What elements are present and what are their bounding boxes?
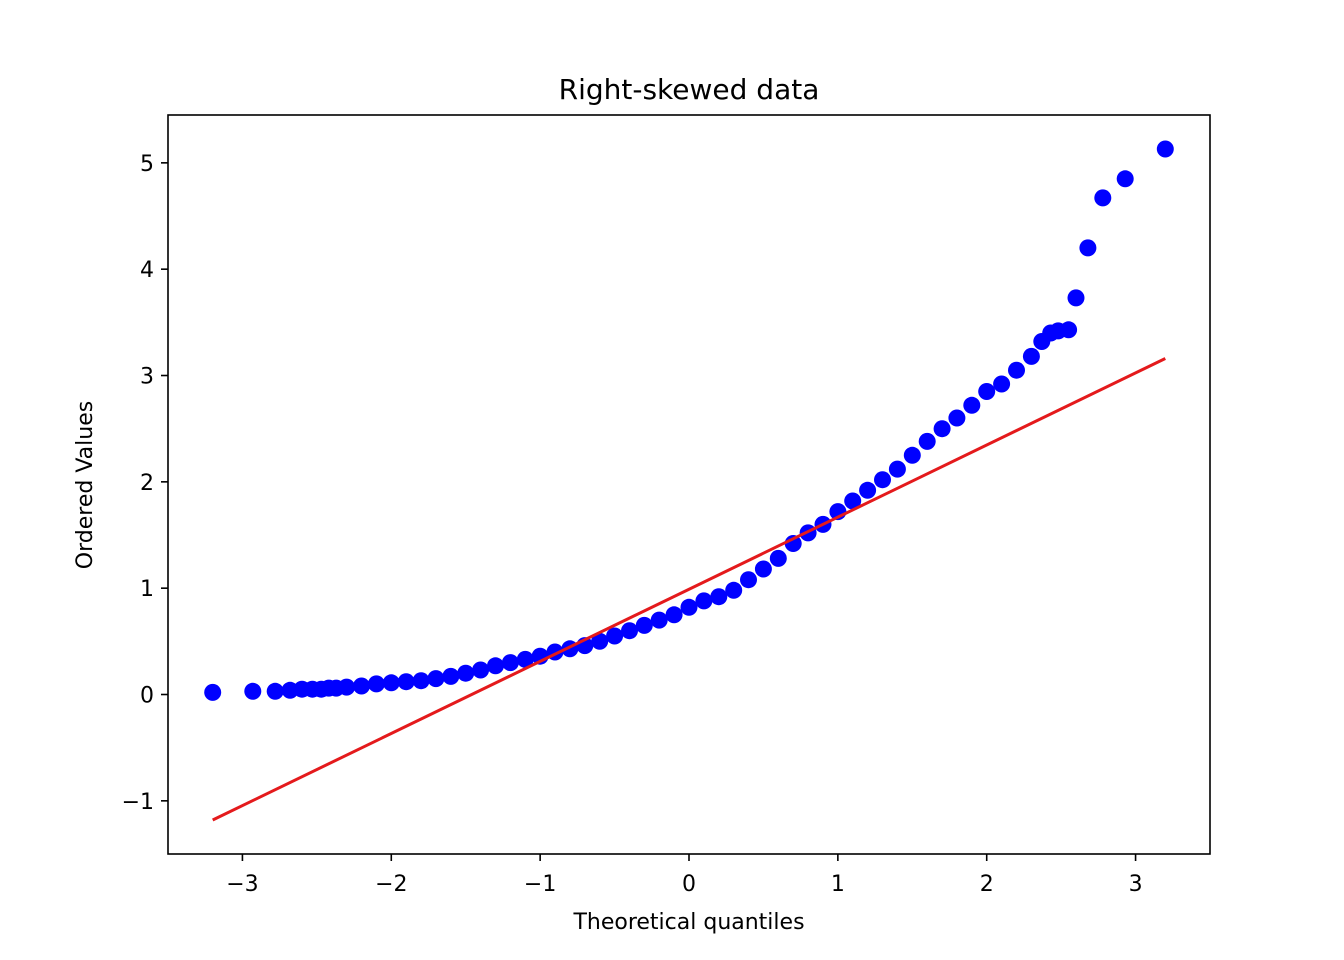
y-tick-label: 5	[140, 152, 154, 177]
y-tick-label: 1	[140, 577, 154, 602]
data-point	[963, 396, 981, 414]
data-point	[665, 606, 683, 624]
data-point	[695, 592, 713, 610]
y-tick-label: −1	[122, 790, 154, 815]
data-point	[903, 446, 921, 464]
data-point	[710, 588, 728, 606]
x-tick-label: −1	[524, 872, 556, 897]
data-point	[948, 409, 966, 427]
data-point	[397, 673, 415, 691]
data-point	[204, 683, 222, 701]
data-point	[472, 661, 490, 679]
plot-area	[204, 140, 1174, 822]
data-point	[680, 598, 698, 616]
data-point	[888, 460, 906, 478]
data-point	[769, 549, 787, 567]
data-point	[606, 627, 624, 645]
data-point	[725, 581, 743, 599]
y-tick-label: 4	[140, 258, 154, 283]
chart-title: Right-skewed data	[559, 73, 820, 106]
x-tick-label: 2	[980, 872, 994, 897]
x-tick-label: 0	[682, 872, 696, 897]
data-point	[874, 471, 891, 489]
data-point	[516, 650, 534, 668]
data-point	[621, 622, 638, 640]
data-point	[993, 375, 1011, 393]
x-tick-label: 3	[1129, 872, 1143, 897]
data-point	[1094, 189, 1112, 207]
data-point	[457, 664, 475, 682]
data-point	[635, 616, 653, 634]
x-axis: −3 −2 −1 0 1 2 3	[226, 854, 1143, 897]
y-tick-label: 2	[140, 471, 154, 496]
data-point	[859, 481, 877, 499]
fit-line	[212, 357, 1166, 822]
data-point	[412, 672, 430, 690]
data-point	[1008, 361, 1025, 379]
x-tick-label: 1	[831, 872, 845, 897]
data-point	[266, 682, 284, 700]
x-tick-label: −3	[226, 872, 258, 897]
data-point	[353, 677, 370, 695]
data-point	[1022, 347, 1040, 365]
y-tick-label: 0	[140, 684, 154, 709]
data-point	[740, 571, 757, 589]
y-tick-label: 3	[140, 365, 154, 390]
y-axis-label: Ordered Values	[73, 401, 98, 569]
data-point	[338, 678, 356, 696]
data-point	[933, 420, 951, 438]
data-point	[978, 383, 996, 400]
data-point	[650, 611, 668, 629]
data-point	[754, 560, 772, 578]
data-point	[1060, 321, 1078, 339]
data-point	[382, 674, 400, 692]
data-point	[591, 632, 609, 650]
y-axis: −1 0 1 2 3 4 5	[122, 152, 168, 815]
data-point	[487, 657, 504, 675]
data-point	[1156, 140, 1174, 158]
data-point	[442, 667, 460, 685]
data-point	[501, 654, 519, 672]
data-point	[918, 432, 936, 450]
data-point	[1079, 239, 1097, 257]
data-point	[244, 682, 262, 700]
data-point	[367, 675, 385, 693]
data-point	[1067, 289, 1085, 307]
data-point	[1116, 170, 1134, 188]
x-tick-label: −2	[375, 872, 407, 897]
data-point	[427, 670, 445, 688]
x-axis-label: Theoretical quantiles	[572, 910, 804, 935]
data-point	[844, 492, 862, 510]
